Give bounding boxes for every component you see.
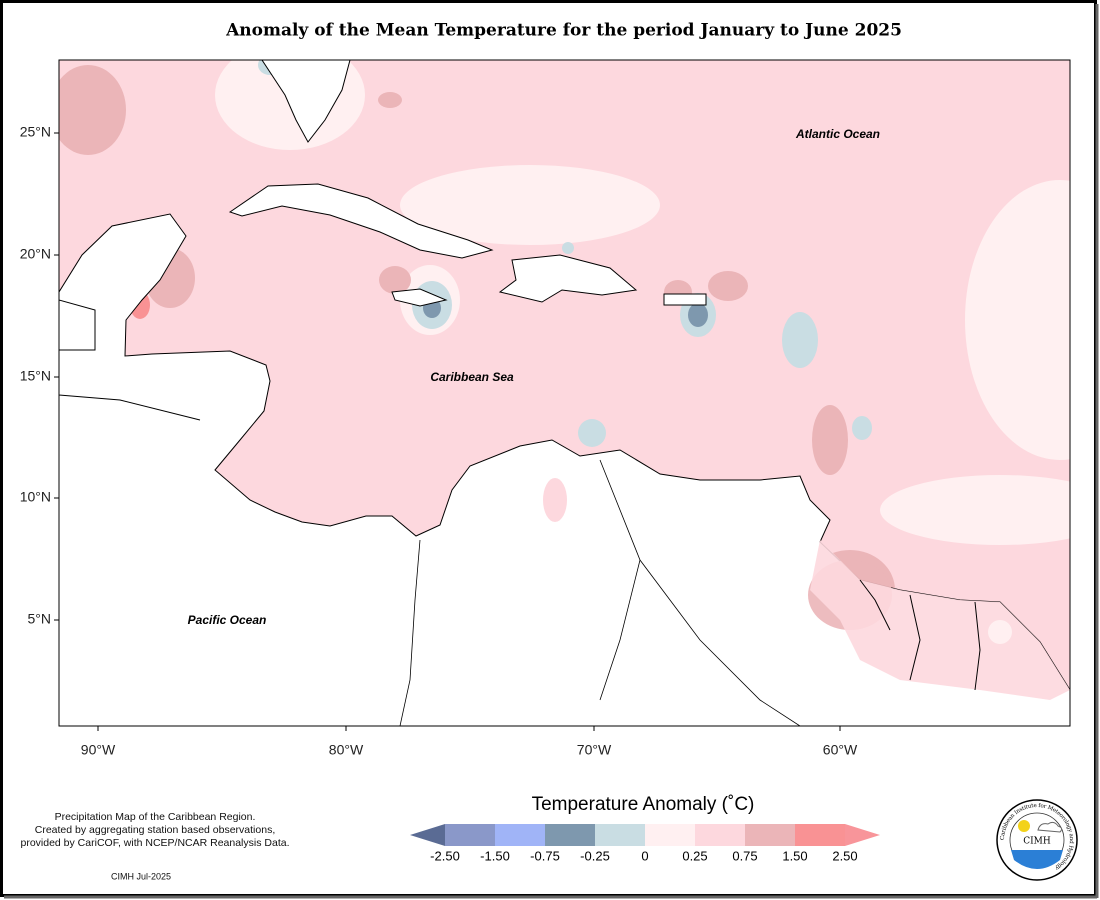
lat-label: 15°N [20,368,51,384]
legend-swatch [595,824,645,846]
legend-label: 1.50 [782,848,807,863]
legend-swatch [545,824,595,846]
place-label: Caribbean Sea [430,370,514,384]
legend-label: 0.25 [682,848,707,863]
legend: -2.50 -1.50 -0.75 -0.25 0 0.25 0.75 1.50 2.50 [410,824,880,863]
legend-arrow [410,824,445,846]
place-label: Atlantic Ocean [795,127,880,141]
lon-label: 70°W [577,742,612,758]
place-label: Pacific Ocean [188,613,267,627]
legend-label: 0 [641,848,648,863]
legend-swatch [745,824,795,846]
lat-label: 5°N [28,611,52,627]
legend-swatch [795,824,845,846]
legend-swatch [645,824,695,846]
legend-swatch [495,824,545,846]
legend-arrow [845,824,880,846]
map: Atlantic Ocean Caribbean Sea Pacific Oce… [59,60,1070,726]
legend-swatch [695,824,745,846]
footnote: Created by aggregating station based obs… [35,824,276,836]
lat-label: 10°N [20,489,51,505]
legend-label: -0.25 [580,848,610,863]
logo-text: CIMH [1023,837,1051,847]
lon-label: 90°W [81,742,116,758]
legend-label: -1.50 [480,848,510,863]
footnote: provided by CariCOF, with NCEP/NCAR Rean… [20,837,289,849]
legend-label: 2.50 [832,848,857,863]
legend-swatch [445,824,495,846]
footnote: Precipitation Map of the Caribbean Regio… [55,811,256,823]
lon-label: 80°W [329,742,364,758]
lon-label: 60°W [823,742,858,758]
map-border [58,59,1071,727]
footer-date: CIMH Jul-2025 [111,871,171,881]
legend-label: -0.75 [530,848,560,863]
lat-label: 20°N [20,246,51,262]
axes: 25°N 20°N 15°N 10°N 5°N 90°W 80°W 70°W 60°W [20,124,858,758]
legend-title: Temperature Anomaly (˚C) [532,794,755,815]
title: Anomaly of the Mean Temperature for the … [225,21,902,41]
land [59,60,1070,726]
logo: CIMH Caribbean Institute for Meteorology… [996,799,1078,881]
lat-label: 25°N [20,124,51,140]
legend-label: -2.50 [430,848,460,863]
legend-label: 0.75 [732,848,757,863]
